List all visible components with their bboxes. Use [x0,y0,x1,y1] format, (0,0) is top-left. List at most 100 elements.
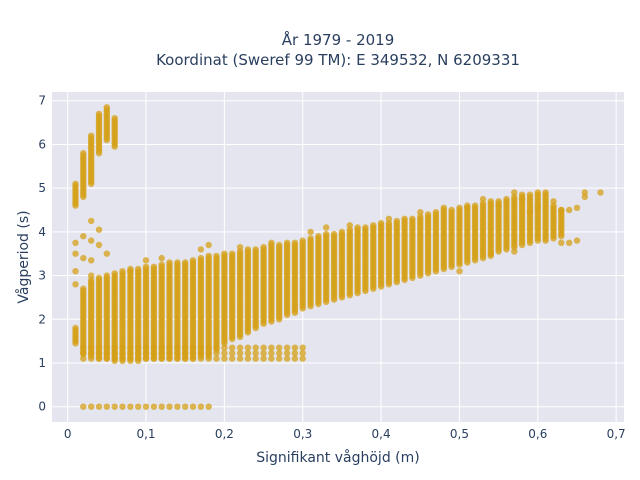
scatter-point [417,209,424,216]
scatter-point [127,268,134,275]
y-tick-label: 5 [38,181,46,195]
scatter-point [158,261,165,268]
scatter-point [135,265,142,273]
scatter-point [299,344,306,351]
scatter-point [385,215,393,222]
scatter-point [189,344,197,351]
scatter-point [111,403,118,410]
scatter-point [221,250,228,257]
scatter-point [88,132,95,139]
scatter-point [197,350,205,357]
x-tick-label: 0,7 [607,427,626,441]
scatter-point [479,200,487,207]
scatter-point [213,355,220,362]
scatter-point [72,268,79,275]
scatter-point [526,209,534,216]
scatter-point [150,350,158,357]
scatter-point [205,241,212,249]
scatter-point [135,403,142,410]
scatter-point [244,344,252,351]
scatter-point [142,344,150,351]
scatter-point [80,403,87,410]
scatter-point [566,206,573,214]
scatter-point [158,350,165,357]
scatter-point [88,350,95,357]
scatter-point [205,403,212,410]
scatter-point [189,257,197,264]
scatter-point [205,252,212,260]
scatter-point [276,241,283,249]
scatter-point [291,239,299,246]
scatter-point [103,104,111,111]
scatter-point [205,350,212,357]
scatter-point [252,246,259,253]
scatter-point [166,403,173,410]
scatter-point [119,355,126,362]
scatter-point [213,350,220,357]
scatter-point [377,219,385,227]
scatter-point [174,350,181,357]
scatter-point [95,110,103,118]
scatter-point [354,224,361,231]
grid [52,92,624,422]
scatter-point [518,191,526,198]
chart-title: År 1979 - 2019 [282,30,395,49]
scatter-point [260,244,267,251]
scatter-point [166,344,173,351]
scatter-point [236,344,244,351]
scatter-point [95,350,103,357]
scatter-point [276,355,283,362]
scatter-point [111,355,118,362]
scatter-point [268,355,275,362]
scatter-point [526,191,534,198]
scatter-point [135,344,142,351]
x-tick-label: 0,1 [136,427,155,441]
plot-area [52,92,624,422]
scatter-point [424,211,432,218]
scatter-point [229,350,236,357]
scatter-point [558,239,565,246]
x-tick-label: 0,3 [293,427,312,441]
scatter-point [80,350,87,357]
scatter-point [72,239,79,246]
scatter-point [80,254,87,262]
scatter-point [182,403,189,410]
scatter-point [479,195,487,203]
y-axis-label: Vågperiod (s) [15,210,32,303]
scatter-point [252,344,259,351]
scatter-point [432,209,440,216]
scatter-point [213,252,220,260]
scatter-point [330,230,338,238]
scatter-point [158,344,165,351]
y-tick-label: 3 [38,269,46,283]
scatter-point [268,344,275,351]
scatter-point [229,355,236,362]
scatter-point [283,350,291,357]
scatter-point [95,274,103,281]
scatter-point [221,344,228,351]
scatter-point [283,355,291,362]
scatter-point [119,344,126,351]
y-tick-label: 4 [38,225,46,239]
scatter-point [135,355,142,362]
scatter-point [127,403,134,410]
scatter-point [80,355,87,362]
scatter-point [174,259,181,266]
scatter-point [95,241,103,249]
scatter-point [95,344,103,351]
scatter-point [307,228,314,236]
y-tick-label: 1 [38,356,46,370]
scatter-point [268,350,275,357]
scatter-point [581,193,588,201]
scatter-point [205,344,212,351]
scatter-point [370,222,377,229]
scatter-point [95,403,103,410]
scatter-point [534,189,541,196]
y-tick-label: 6 [38,137,46,151]
scatter-point [142,350,150,357]
scatter-point [111,270,118,277]
scatter-point [581,189,588,196]
scatter-point [338,228,346,236]
x-tick-label: 0,5 [450,427,469,441]
scatter-point [150,263,158,270]
